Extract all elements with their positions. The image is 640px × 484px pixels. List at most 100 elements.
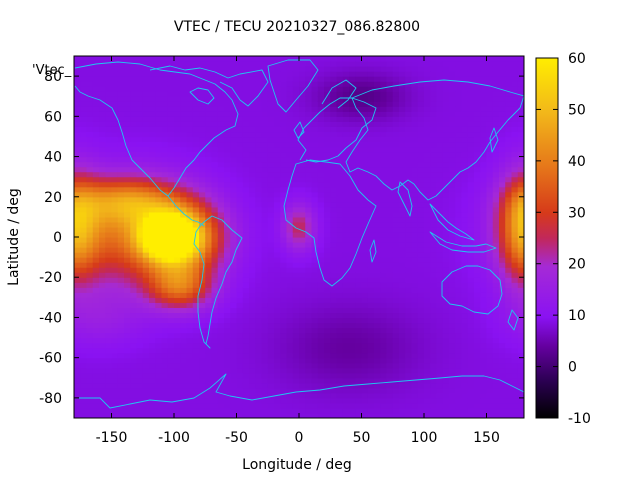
- heatmap-cell: [161, 216, 169, 223]
- heatmap-cell: [99, 252, 106, 258]
- heatmap-cell: [130, 257, 138, 263]
- heatmap-cell: [349, 111, 356, 117]
- heatmap-cell: [317, 226, 325, 233]
- heatmap-cell: [467, 407, 475, 414]
- heatmap-cell: [86, 171, 94, 178]
- heatmap-cell: [467, 267, 475, 273]
- heatmap-cell: [399, 126, 406, 133]
- heatmap-cell: [136, 166, 144, 173]
- heatmap-cell: [224, 372, 231, 379]
- heatmap-cell: [105, 392, 113, 399]
- heatmap-cell: [142, 116, 150, 122]
- heatmap-cell: [299, 211, 306, 218]
- heatmap-cell: [149, 86, 156, 92]
- heatmap-cell: [186, 377, 194, 384]
- heatmap-cell: [261, 302, 269, 308]
- heatmap-cell: [211, 242, 219, 248]
- heatmap-cell: [399, 196, 406, 203]
- heatmap-cell: [255, 151, 263, 158]
- heatmap-cell: [74, 146, 81, 153]
- heatmap-cell: [399, 201, 406, 208]
- heatmap-cell: [92, 91, 100, 97]
- heatmap-cell: [80, 166, 88, 173]
- heatmap-cell: [80, 141, 88, 148]
- heatmap-cell: [211, 382, 219, 389]
- heatmap-cell: [455, 252, 463, 258]
- heatmap-cell: [355, 307, 363, 314]
- heatmap-cell: [192, 272, 200, 278]
- heatmap-cell: [186, 201, 194, 208]
- heatmap-cell: [136, 216, 144, 223]
- heatmap-cell: [499, 362, 506, 369]
- heatmap-cell: [336, 221, 344, 228]
- heatmap-cell: [311, 91, 319, 97]
- heatmap-cell: [449, 357, 456, 364]
- heatmap-cell: [492, 66, 500, 72]
- heatmap-cell: [180, 166, 188, 173]
- heatmap-cell: [424, 282, 431, 288]
- heatmap-cell: [361, 362, 369, 369]
- heatmap-cell: [230, 66, 238, 72]
- heatmap-cell: [480, 397, 488, 404]
- heatmap-cell: [274, 282, 281, 288]
- heatmap-cell: [261, 267, 269, 273]
- heatmap-cell: [336, 166, 344, 173]
- heatmap-cell: [242, 402, 250, 409]
- heatmap-cell: [174, 151, 181, 158]
- heatmap-cell: [167, 237, 175, 243]
- heatmap-cell: [299, 196, 306, 203]
- heatmap-cell: [211, 146, 219, 153]
- heatmap-cell: [299, 171, 306, 178]
- heatmap-cell: [149, 181, 156, 188]
- heatmap-cell: [499, 71, 506, 77]
- heatmap-cell: [455, 231, 463, 238]
- heatmap-cell: [430, 382, 438, 389]
- heatmap-cell: [236, 382, 244, 389]
- heatmap-cell: [105, 196, 113, 203]
- heatmap-cell: [142, 161, 150, 168]
- heatmap-cell: [74, 191, 81, 198]
- heatmap-cell: [274, 196, 281, 203]
- heatmap-cell: [361, 116, 369, 122]
- heatmap-cell: [461, 231, 469, 238]
- heatmap-cell: [249, 307, 256, 314]
- heatmap-cell: [474, 191, 481, 198]
- heatmap-cell: [130, 392, 138, 399]
- heatmap-cell: [92, 136, 100, 143]
- heatmap-cell: [192, 211, 200, 218]
- heatmap-cell: [130, 56, 138, 62]
- heatmap-cell: [199, 392, 206, 399]
- heatmap-cell: [192, 262, 200, 268]
- heatmap-cell: [205, 292, 213, 298]
- heatmap-cell: [292, 71, 300, 77]
- heatmap-cell: [161, 76, 169, 82]
- heatmap-cell: [211, 216, 219, 223]
- heatmap-cell: [449, 86, 456, 92]
- heatmap-cell: [430, 267, 438, 273]
- heatmap-cell: [192, 292, 200, 298]
- heatmap-cell: [311, 136, 319, 143]
- heatmap-cell: [442, 116, 450, 122]
- heatmap-cell: [405, 362, 413, 369]
- heatmap-cell: [317, 96, 325, 102]
- heatmap-cell: [505, 352, 513, 359]
- heatmap-cell: [374, 201, 381, 208]
- heatmap-cell: [105, 287, 113, 293]
- heatmap-cell: [136, 226, 144, 233]
- heatmap-cell: [280, 156, 288, 163]
- heatmap-cell: [149, 111, 156, 117]
- heatmap-cell: [292, 121, 300, 127]
- heatmap-cell: [280, 322, 288, 329]
- heatmap-cell: [242, 136, 250, 143]
- heatmap-cell: [142, 121, 150, 127]
- heatmap-cell: [430, 151, 438, 158]
- heatmap-cell: [374, 382, 381, 389]
- heatmap-cell: [492, 166, 500, 173]
- heatmap-cell: [474, 101, 481, 107]
- heatmap-cell: [442, 166, 450, 173]
- heatmap-cell: [430, 126, 438, 133]
- heatmap-cell: [249, 126, 256, 133]
- heatmap-cell: [449, 302, 456, 308]
- heatmap-cell: [411, 76, 419, 82]
- heatmap-cell: [205, 382, 213, 389]
